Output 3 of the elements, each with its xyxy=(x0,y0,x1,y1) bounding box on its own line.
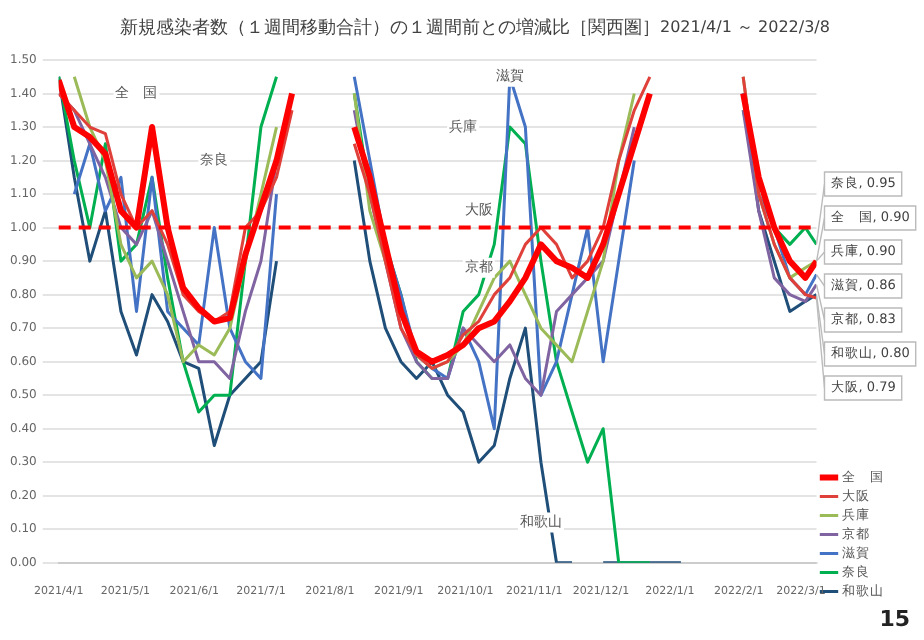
chart-subtitle: 2021/4/1 ～ 2022/3/8 xyxy=(660,18,830,37)
chart-title: 新規感染者数（１週間移動合計）の１週間前との増減比［関西圏］ xyxy=(120,16,660,39)
text: 15 xyxy=(879,605,910,632)
